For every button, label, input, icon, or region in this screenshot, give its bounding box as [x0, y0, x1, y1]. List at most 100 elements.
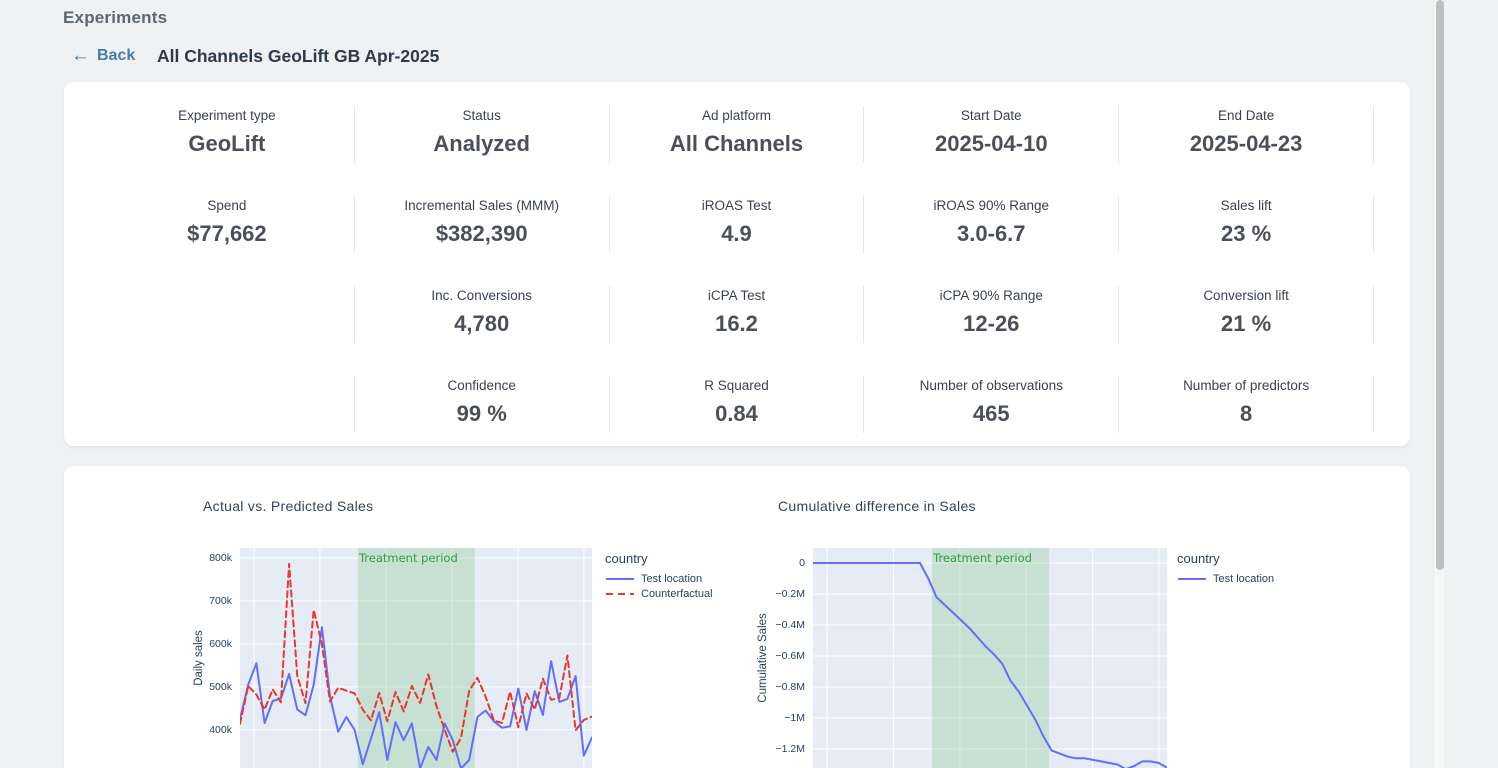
stat-label: Incremental Sales (MMM)	[404, 198, 559, 213]
series-line-counterfactual	[240, 562, 592, 753]
dashed-line-swatch	[606, 592, 634, 595]
treatment-period-annotation: Treatment period	[932, 551, 1032, 565]
stat-label: Number of predictors	[1183, 378, 1310, 393]
back-label: Back	[97, 47, 136, 64]
legend-item-label: Test location	[1213, 572, 1275, 585]
stat-label: End Date	[1217, 108, 1275, 123]
line-swatch	[606, 577, 634, 580]
stat-cell: Confidence 99 %	[355, 376, 610, 433]
stat-value: 4.9	[721, 221, 752, 246]
stat-value: 12-26	[963, 311, 1020, 336]
stat-value: 2025-04-10	[935, 131, 1048, 156]
legend-item-counterfactual[interactable]: Counterfactual	[605, 586, 713, 601]
line-swatch	[1178, 577, 1206, 580]
stat-label: Sales lift	[1220, 198, 1272, 213]
stat-cell: Inc. Conversions 4,780	[355, 286, 610, 343]
stat-label: Spend	[207, 198, 247, 213]
stat-label: Number of observations	[919, 378, 1063, 393]
treatment-period-annotation: Treatment period	[358, 551, 458, 565]
y-tick-label: −1.2M	[775, 743, 805, 756]
stat-value: 23 %	[1221, 221, 1272, 246]
series-line-test-location	[240, 626, 592, 768]
stat-label: Confidence	[447, 378, 516, 393]
stat-cell: iCPA Test 16.2	[610, 286, 865, 343]
stat-cell: iROAS 90% Range 3.0-6.7	[864, 196, 1120, 253]
charts-card: Actual vs. Predicted Sales Daily sales 800…	[64, 466, 1410, 768]
stat-value: All Channels	[669, 131, 804, 156]
stat-value: 8	[1239, 401, 1253, 426]
stat-label: iROAS Test	[701, 198, 772, 213]
stat-cell: Status Analyzed	[355, 106, 610, 163]
stat-cell: Ad platform All Channels	[610, 106, 865, 163]
y-tick-label: 600k	[209, 637, 232, 650]
stat-label: iCPA Test	[707, 288, 766, 303]
stat-cell: iCPA 90% Range 12-26	[864, 286, 1120, 343]
stat-value: $77,662	[187, 221, 267, 246]
stat-cell: Number of predictors 8	[1119, 376, 1374, 433]
stat-cell: iROAS Test 4.9	[610, 196, 865, 253]
stat-row: Inc. Conversions 4,780 iCPA Test 16.2 iCPA 9…	[100, 286, 1374, 343]
stat-label: iROAS 90% Range	[933, 198, 1050, 213]
chart-title: Actual vs. Predicted Sales	[203, 498, 374, 514]
stat-label: Ad platform	[701, 108, 771, 123]
stat-row: Confidence 99 % R Squared 0.84 Number of obs…	[100, 376, 1374, 433]
chart-title: Cumulative difference in Sales	[778, 498, 976, 514]
y-tick-label: 0	[799, 557, 805, 570]
stat-label: Conversion lift	[1203, 288, 1289, 303]
stat-label: iCPA 90% Range	[939, 288, 1043, 303]
y-tick-label: −1M	[784, 712, 805, 725]
stat-row: Spend $77,662 Incremental Sales (MMM) $382,…	[100, 196, 1374, 253]
stat-value: 0.84	[715, 401, 758, 426]
back-button[interactable]: ← Back	[71, 46, 135, 66]
stat-value: GeoLift	[188, 131, 266, 156]
stat-cell: Sales lift 23 %	[1119, 196, 1374, 253]
scrollbar[interactable]	[1433, 0, 1444, 768]
stat-value: 2025-04-23	[1189, 131, 1303, 156]
stat-cell: Spend $77,662	[100, 196, 355, 253]
legend-1: country Test location	[1177, 551, 1274, 586]
stat-value: 3.0-6.7	[957, 221, 1026, 246]
plot-area-0[interactable]: Treatment period	[240, 548, 592, 768]
stat-cell: Start Date 2025-04-10	[864, 106, 1120, 163]
stat-label: Inc. Conversions	[431, 288, 532, 303]
legend-item-test-location[interactable]: Test location	[1177, 571, 1274, 586]
stat-value: $382,390	[435, 221, 528, 246]
stat-cell: Experiment type GeoLift	[100, 106, 355, 163]
plot-area-1[interactable]: Treatment period	[813, 548, 1167, 768]
legend-title: country	[605, 551, 648, 566]
stat-cell: R Squared 0.84	[610, 376, 865, 433]
stat-label: Status	[462, 108, 501, 123]
y-tick-label: −0.8M	[775, 681, 805, 694]
stat-cell: End Date 2025-04-23	[1119, 106, 1374, 163]
stat-value: 21 %	[1221, 311, 1272, 336]
y-tick-label: 700k	[209, 594, 232, 607]
legend-item-test-location[interactable]: Test location	[605, 571, 713, 586]
stat-value: 16.2	[715, 311, 758, 336]
y-tick-label: −0.4M	[775, 619, 805, 632]
stat-value: 465	[972, 401, 1010, 426]
breadcrumb: Experiments	[63, 8, 168, 27]
scrollbar-thumb[interactable]	[1435, 0, 1444, 570]
y-tick-label: −0.2M	[775, 588, 805, 601]
experiment-summary-card: Experiment type GeoLift Status Analyzed Ad p…	[64, 82, 1410, 446]
stat-value: 99 %	[456, 401, 507, 426]
stat-cell-empty	[100, 286, 355, 343]
stat-label: Experiment type	[178, 108, 276, 123]
series-line-test-location	[813, 562, 1167, 768]
back-arrow-icon: ←	[71, 45, 90, 66]
stat-cell: Incremental Sales (MMM) $382,390	[355, 196, 610, 253]
y-tick-label: 800k	[209, 551, 232, 564]
stat-label: Start Date	[960, 108, 1022, 123]
stat-label: R Squared	[704, 378, 769, 393]
stat-value: Analyzed	[433, 131, 530, 156]
stat-cell-empty	[100, 376, 355, 433]
legend-title: country	[1177, 551, 1220, 566]
stat-cell: Number of observations 465	[864, 376, 1120, 433]
stat-row: Experiment type GeoLift Status Analyzed Ad p…	[100, 106, 1374, 163]
legend-item-label: Test location	[641, 572, 703, 585]
y-tick-label: −0.6M	[775, 650, 805, 663]
page-title: All Channels GeoLift GB Apr-2025	[157, 46, 440, 66]
legend-item-label: Counterfactual	[641, 587, 713, 600]
stat-value: 4,780	[454, 311, 510, 336]
y-tick-label: 500k	[209, 680, 232, 693]
